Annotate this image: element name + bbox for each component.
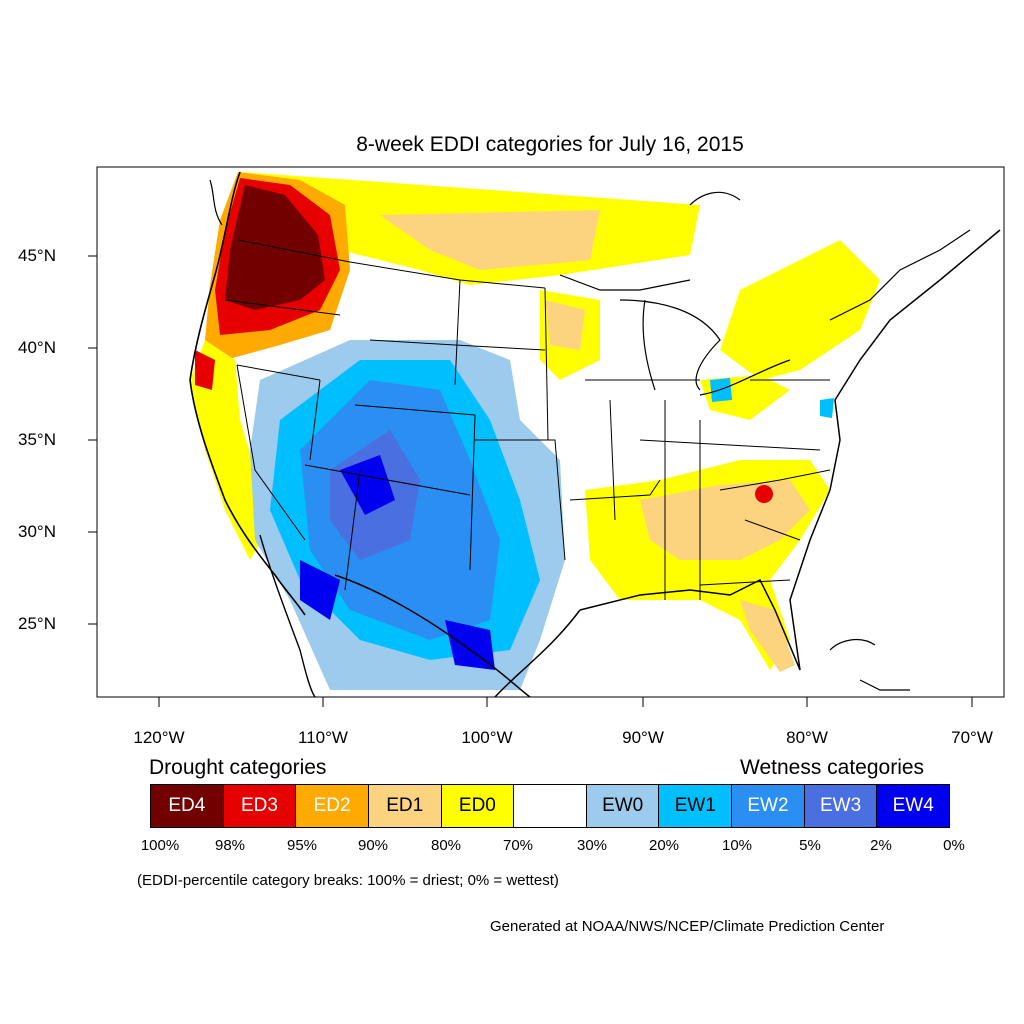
break-label: 95% [286,837,318,854]
legend-ew3: EW3 [804,785,878,827]
break-label: 98% [214,837,246,854]
break-label: 80% [430,837,462,854]
lat-label-25: 25°N [18,614,56,633]
drought-heading: Drought categories [149,756,327,779]
legend-neutral [514,785,587,827]
lon-label-80: 80°W [786,728,828,747]
credit-line: Generated at NOAA/NWS/NCEP/Climate Predi… [490,918,885,935]
break-label: 30% [576,837,608,854]
break-label: 70% [502,837,534,854]
legend-ed3: ED3 [223,785,297,827]
lon-label-120: 120°W [133,728,185,747]
break-label: 90% [357,837,389,854]
lon-label-90: 90°W [622,728,664,747]
legend-ed1: ED1 [368,785,442,827]
legend-ew2: EW2 [732,785,805,827]
lat-label-45: 45°N [18,246,56,265]
wetness-heading: Wetness categories [740,756,925,779]
break-label: 0% [943,837,965,854]
legend-bar: ED4 ED3 ED2 ED1 ED0 EW0 EW1 EW2 EW3 EW4 [150,784,950,828]
legend-ew0: EW0 [586,785,660,827]
lat-label-30: 30°N [18,522,56,541]
lat-label-35: 35°N [18,430,56,449]
legend-ed2: ED2 [296,785,369,827]
break-label: 100% [140,837,180,854]
lon-label-110: 110°W [298,728,348,747]
lat-label-40: 40°N [18,338,56,357]
map-title: 8-week EDDI categories for July 16, 2015 [356,133,744,156]
category-field [190,172,880,690]
axis-ticks [88,255,973,707]
break-label: 2% [870,837,892,854]
break-label: 5% [799,837,821,854]
map-frame [96,166,1005,698]
lon-label-70: 70°W [951,728,993,747]
break-label: 10% [721,837,753,854]
lon-label-100: 100°W [461,728,513,747]
legend-ew4: EW4 [877,785,950,827]
break-label: 20% [648,837,680,854]
legend-ed4: ED4 [151,785,224,827]
category-note: (EDDI-percentile category breaks: 100% =… [137,872,559,889]
legend-ew1: EW1 [659,785,733,827]
boundaries [189,171,1001,697]
legend-ed0: ED0 [441,785,515,827]
